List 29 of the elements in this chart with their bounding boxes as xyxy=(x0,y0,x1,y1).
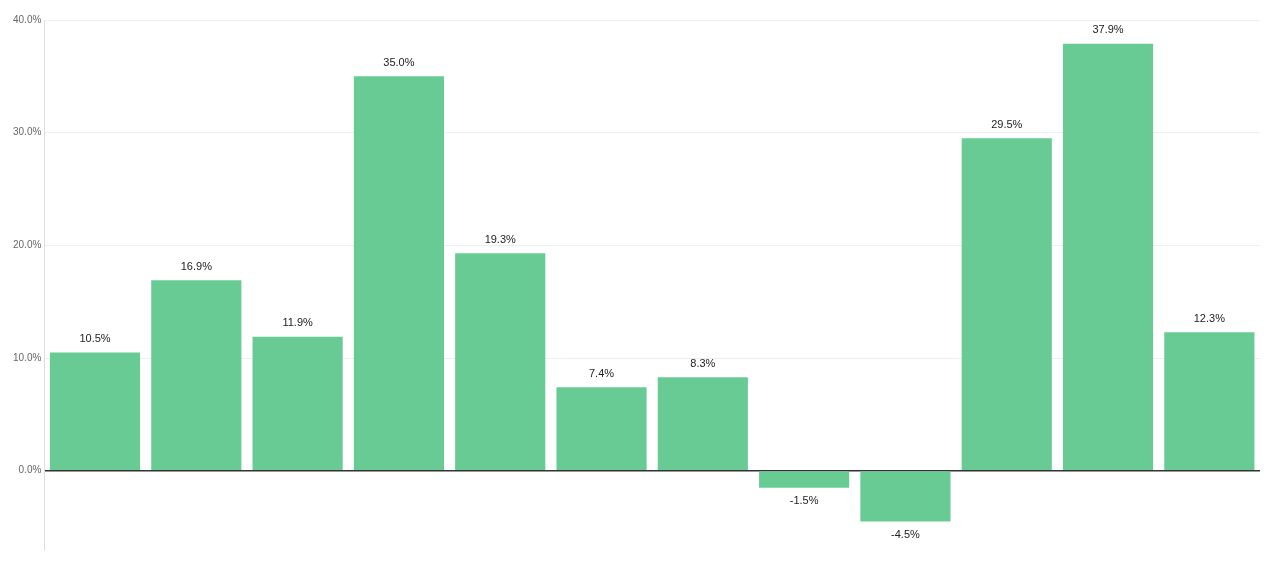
data-label: 7.4% xyxy=(588,366,615,379)
data-label: 37.9% xyxy=(1092,23,1124,36)
data-label: 19.3% xyxy=(484,232,517,245)
bar xyxy=(1062,43,1154,470)
bar xyxy=(49,352,141,470)
data-label: 35.0% xyxy=(383,55,415,68)
y-tick-label: 10.0% xyxy=(13,351,42,363)
data-label: 8.3% xyxy=(690,356,716,369)
bar xyxy=(556,387,647,470)
data-label: 10.5% xyxy=(79,331,111,344)
y-tick-label: 40.0% xyxy=(13,13,42,25)
data-label: 29.5% xyxy=(991,117,1023,130)
data-label: -4.5% xyxy=(891,527,921,540)
bar xyxy=(1164,332,1255,470)
y-tick-label: 20.0% xyxy=(13,239,42,251)
data-label: 11.9% xyxy=(282,316,314,329)
y-tick-label: 0.0% xyxy=(18,464,42,476)
data-label: 12.3% xyxy=(1193,311,1226,324)
bar xyxy=(759,471,850,488)
data-label: 16.9% xyxy=(180,259,213,272)
y-tick-label: 30.0% xyxy=(13,126,42,138)
bar xyxy=(252,336,343,470)
bar xyxy=(657,377,748,470)
bar xyxy=(151,280,242,470)
bar xyxy=(860,471,951,522)
data-label: -1.5% xyxy=(789,494,819,507)
bar xyxy=(455,253,546,470)
bar xyxy=(961,138,1052,470)
bar xyxy=(353,76,444,470)
